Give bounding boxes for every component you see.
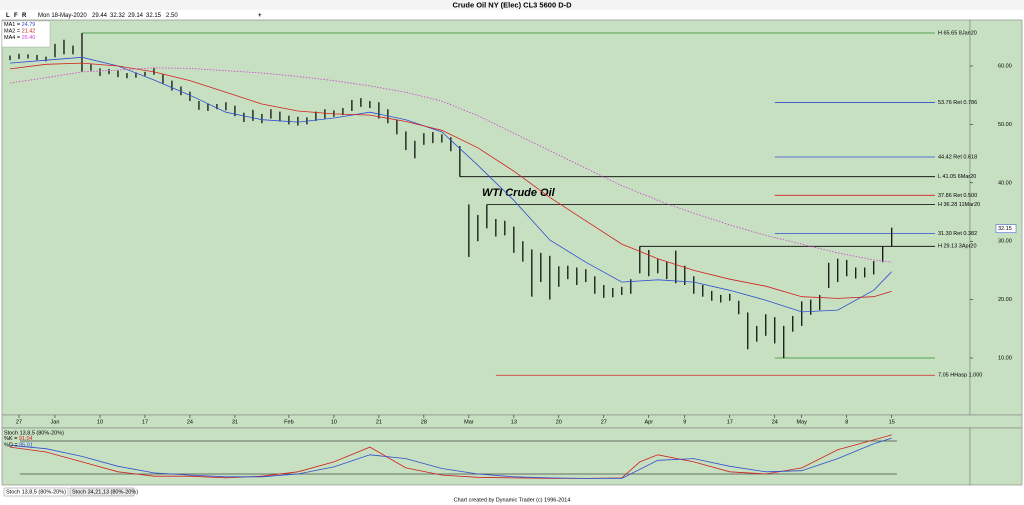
price-axis (969, 19, 1023, 416)
ma-line (9, 67, 892, 263)
x-tick-label: 24 (772, 419, 778, 425)
legend-entry: MA1 = 24.79 (4, 22, 35, 28)
x-tick-label: 10 (97, 419, 103, 425)
x-tick-label: 24 (187, 419, 193, 425)
annotation: WTI Crude Oil (482, 187, 556, 199)
x-tick-label: 8 (845, 419, 848, 425)
toolbar-button: R (22, 13, 27, 19)
price-pane (1, 19, 971, 416)
x-tick-label: 10 (331, 419, 337, 425)
legend-name: %K = (4, 436, 17, 442)
x-tick-label: 17 (727, 419, 733, 425)
y-tick-label: 20.00 (998, 297, 1012, 303)
level-label: H 36.28 11Mar20 (938, 202, 980, 208)
legend-value: 24.79 (22, 22, 36, 28)
legend-box (1, 20, 51, 48)
level-label: 7.05 HHasp 1.000 (938, 373, 982, 379)
toolbar-button: F (14, 13, 18, 19)
toolbar-open: 29.44 (92, 13, 108, 19)
last-price-label: 32.15 (998, 226, 1012, 232)
toolbar-high: 32.32 (110, 13, 126, 19)
legend-value: 85.01 (19, 443, 33, 449)
legend-entry: MA2 = 21.42 (4, 29, 35, 35)
x-tick-label: 27 (16, 419, 22, 425)
stoch-pane (1, 427, 971, 486)
x-tick-label: 31 (232, 419, 238, 425)
ma-line (9, 437, 892, 479)
ma-line (9, 56, 892, 313)
y-tick-label: 50.00 (998, 122, 1012, 128)
x-tick-label: 21 (376, 419, 382, 425)
toolbar-plus[interactable]: + (258, 13, 262, 19)
y-tick-label: 30.00 (998, 239, 1012, 245)
x-tick-label: 28 (421, 419, 427, 425)
ma-line (9, 62, 892, 299)
toolbar-button: L (6, 13, 10, 19)
legend-name: %D = (4, 443, 18, 449)
y-tick-label: 10.00 (998, 355, 1012, 361)
x-tick-label: 15 (889, 419, 895, 425)
y-tick-label: 40.00 (998, 180, 1012, 186)
last-price-box (995, 224, 1017, 233)
legend-value: 91.04 (19, 436, 33, 442)
tab[interactable] (3, 487, 69, 497)
tab[interactable] (69, 487, 135, 497)
x-tick-label: 13 (511, 419, 517, 425)
toolbar-date: Mon 18-May-2020 (38, 13, 87, 19)
tab-label[interactable]: Stoch 13,8,5 (80%-20%) (6, 489, 66, 495)
toolbar-change: 2.50 (166, 13, 178, 19)
x-tick-label: Jan (51, 419, 60, 425)
level-label: 37.86 Ret 0.500 (938, 193, 977, 199)
x-tick-label: Apr (645, 419, 654, 425)
toolbar-low: 29.14 (128, 13, 144, 19)
legend-value: 26.40 (22, 35, 36, 41)
tab-label[interactable]: Stoch 34,21,13 (80%-20%) (72, 489, 138, 495)
ma-line (9, 434, 892, 479)
x-tick-label: 20 (556, 419, 562, 425)
x-tick-label: Mar (464, 419, 474, 425)
level-label: H 29.13 3Apr20 (938, 244, 977, 250)
footer: Chart created by Dynamic Trader (c) 1996… (454, 497, 571, 503)
x-tick-label: 27 (601, 419, 607, 425)
legend-entry: MA4 = 26.40 (4, 35, 35, 41)
level-label: 31.30 Ret 0.382 (938, 231, 977, 237)
x-tick-label: 17 (142, 419, 148, 425)
chart-title: Crude Oil NY (Elec) CL3 5600 D-D (452, 0, 572, 9)
legend-name: MA1 = (4, 22, 20, 28)
legend-entry: %D = 85.01 (4, 443, 33, 449)
x-tick-label: 9 (683, 419, 686, 425)
legend-entry: %K = 91.04 (4, 436, 33, 442)
level-label: 44.42 Ret 0.618 (938, 154, 977, 160)
toolbar-close: 32.15 (146, 13, 162, 19)
legend-name: MA2 = (4, 29, 20, 35)
y-tick-label: 60.00 (998, 63, 1012, 69)
legend-name: MA4 = (4, 35, 20, 41)
stoch-axis (969, 427, 1023, 486)
stoch-title: Stoch 13,8,5 (80%-20%) (4, 430, 64, 436)
legend-value: 21.42 (22, 29, 36, 35)
x-tick-label: May (797, 419, 808, 425)
x-tick-label: Feb (284, 419, 293, 425)
level-label: H 65.65 8Jan20 (938, 30, 977, 36)
title-bar (0, 0, 1024, 10)
level-label: 53.76 Ret 0.786 (938, 100, 977, 106)
level-label: L 41.05 6Mar20 (938, 174, 976, 180)
